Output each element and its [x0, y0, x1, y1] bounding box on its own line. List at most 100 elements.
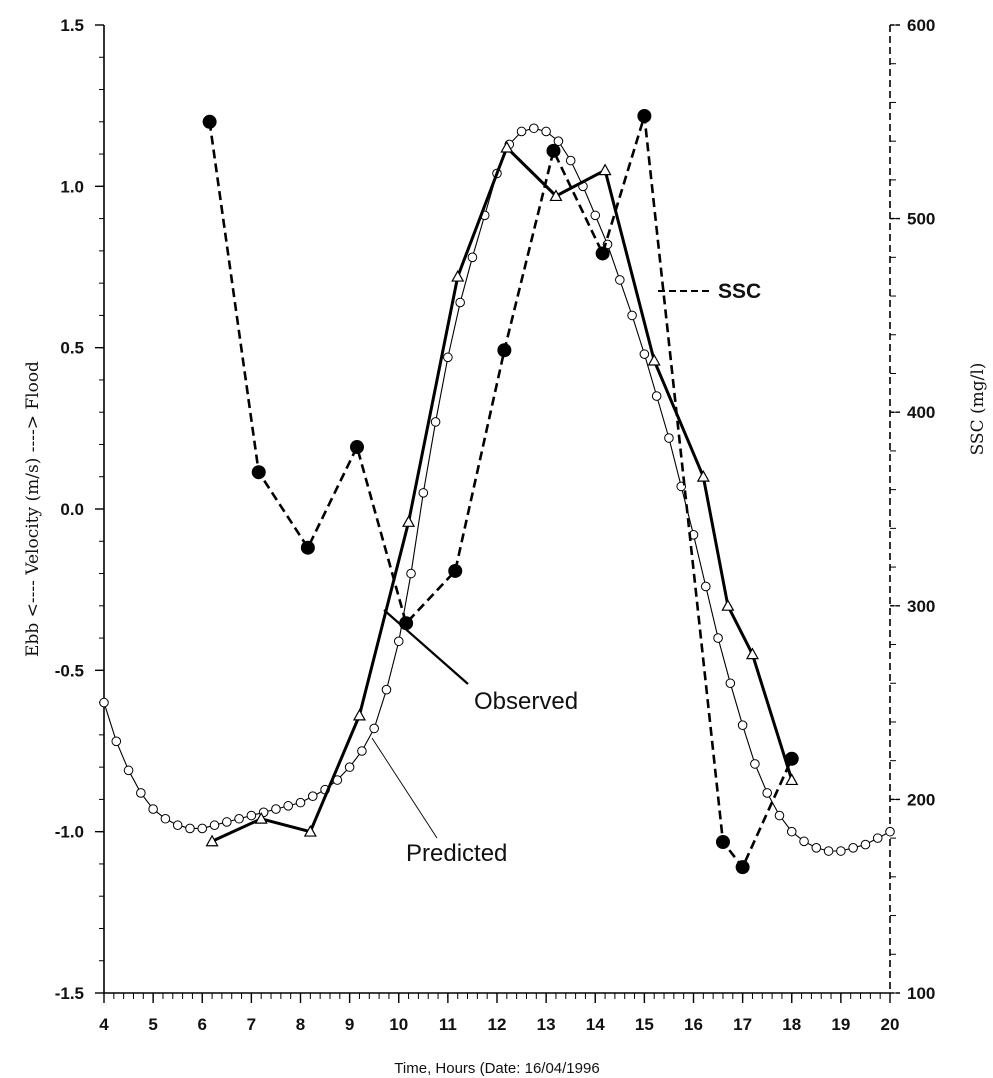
- observed-point: [745, 647, 759, 660]
- predicted-point: [295, 797, 306, 808]
- predicted-point: [823, 846, 834, 856]
- predicted-point: [713, 633, 723, 643]
- x-tick-label: 15: [635, 1015, 654, 1034]
- predicted-point: [418, 488, 429, 498]
- x-tick-label: 18: [782, 1015, 801, 1034]
- observed-point: [647, 353, 661, 366]
- predicted-point: [811, 843, 822, 853]
- observed-point: [451, 269, 465, 282]
- predicted-point: [234, 813, 244, 824]
- right-tick-label: 500: [907, 210, 935, 229]
- observed-point: [205, 834, 219, 847]
- predicted-point: [664, 433, 674, 443]
- predicted-point: [885, 826, 895, 837]
- predicted-point: [565, 155, 576, 166]
- ssc-point: [784, 751, 799, 766]
- left-tick-label: -1.5: [55, 984, 84, 1003]
- observed-line: [211, 144, 794, 843]
- predicted-point: [271, 804, 281, 814]
- observed-point: [696, 469, 710, 482]
- predicted-point: [283, 801, 294, 811]
- right-axis-title: SSC (mg/l): [968, 363, 988, 456]
- left-axis-title: Ebb <---- Velocity (m/s) ----> Flood: [23, 361, 43, 657]
- observed-point: [402, 515, 416, 527]
- predicted-point: [541, 126, 551, 137]
- x-tick-label: 19: [831, 1015, 850, 1034]
- ssc-point: [300, 540, 315, 555]
- predicted-point: [344, 762, 355, 772]
- x-tick-label: 12: [488, 1015, 507, 1034]
- ssc-point: [202, 114, 217, 129]
- predicted-point: [467, 252, 478, 263]
- left-tick-label: -0.5: [55, 661, 84, 680]
- right-tick-label: 400: [907, 403, 935, 422]
- predicted-point: [627, 310, 637, 321]
- observed-point: [352, 708, 366, 721]
- left-tick-label: 1.5: [60, 16, 84, 35]
- x-tick-label: 8: [296, 1015, 305, 1034]
- predicted-point: [148, 804, 158, 814]
- predicted-point: [615, 275, 625, 285]
- ssc-point: [497, 343, 512, 358]
- predicted-point: [99, 697, 109, 708]
- predicted-point: [529, 123, 539, 134]
- x-tick-label: 11: [439, 1015, 457, 1034]
- predicted-leader: [371, 737, 438, 839]
- left-tick-label: 1.0: [60, 177, 84, 196]
- predicted-point: [197, 823, 208, 834]
- observed-point: [598, 163, 612, 176]
- predicted-point: [848, 843, 858, 853]
- right-tick-label: 300: [907, 597, 935, 616]
- predicted-point: [651, 391, 662, 401]
- observed-leader: [383, 609, 469, 685]
- predicted-point: [860, 839, 871, 850]
- predicted-point: [836, 846, 846, 856]
- predicted-point: [786, 826, 797, 837]
- predicted-point: [799, 836, 809, 847]
- predicted-point: [639, 349, 650, 359]
- x-tick-label: 20: [881, 1015, 900, 1034]
- predicted-point: [209, 820, 220, 831]
- x-tick-label: 6: [198, 1015, 207, 1034]
- predicted-point: [160, 813, 171, 824]
- right-tick-label: 100: [907, 984, 935, 1003]
- left-tick-label: 0.5: [60, 339, 84, 358]
- ssc-point: [349, 440, 364, 455]
- ssc-point: [546, 143, 561, 158]
- predicted-point: [774, 810, 785, 821]
- observed-point: [785, 773, 799, 786]
- right-tick-label: 200: [907, 790, 935, 809]
- x-tick-label: 5: [148, 1015, 157, 1034]
- left-tick-label: 0.0: [60, 500, 84, 519]
- predicted-point: [185, 823, 195, 834]
- x-tick-label: 9: [345, 1015, 354, 1034]
- predicted-line: [103, 127, 891, 852]
- predicted-point: [307, 791, 318, 801]
- x-tick-label: 10: [389, 1015, 408, 1034]
- series-layer: [99, 108, 895, 875]
- ssc-point: [595, 246, 610, 261]
- predicted-point: [172, 820, 183, 831]
- observed-point: [500, 140, 514, 153]
- axes: 1.5 1.0 0.5 0.0 -0.5 -1.0 -1.5 600 500 400 300 200 1…: [23, 16, 988, 1077]
- predicted-label: Predicted: [406, 840, 507, 867]
- x-tick-label: 17: [733, 1015, 752, 1034]
- predicted-point: [381, 684, 392, 695]
- x-tick-label: 7: [247, 1015, 256, 1034]
- ssc-point: [251, 465, 266, 480]
- predicted-point: [357, 746, 367, 756]
- predicted-point: [553, 136, 564, 146]
- ssc-point: [735, 860, 750, 875]
- annotation-layer: Observed Predicted SSC: [371, 280, 761, 867]
- observed-point: [721, 599, 735, 611]
- predicted-point: [762, 788, 772, 798]
- x-tick-label: 13: [537, 1015, 556, 1034]
- observed-label: Observed: [474, 688, 578, 715]
- predicted-point: [369, 723, 379, 734]
- x-axis-title: Time, Hours (Date: 16/04/1996: [394, 1060, 599, 1077]
- predicted-point: [406, 568, 416, 579]
- predicted-point: [123, 765, 134, 776]
- x-tick-label: 16: [684, 1015, 703, 1034]
- predicted-point: [516, 126, 527, 137]
- right-tick-label: 600: [907, 16, 935, 35]
